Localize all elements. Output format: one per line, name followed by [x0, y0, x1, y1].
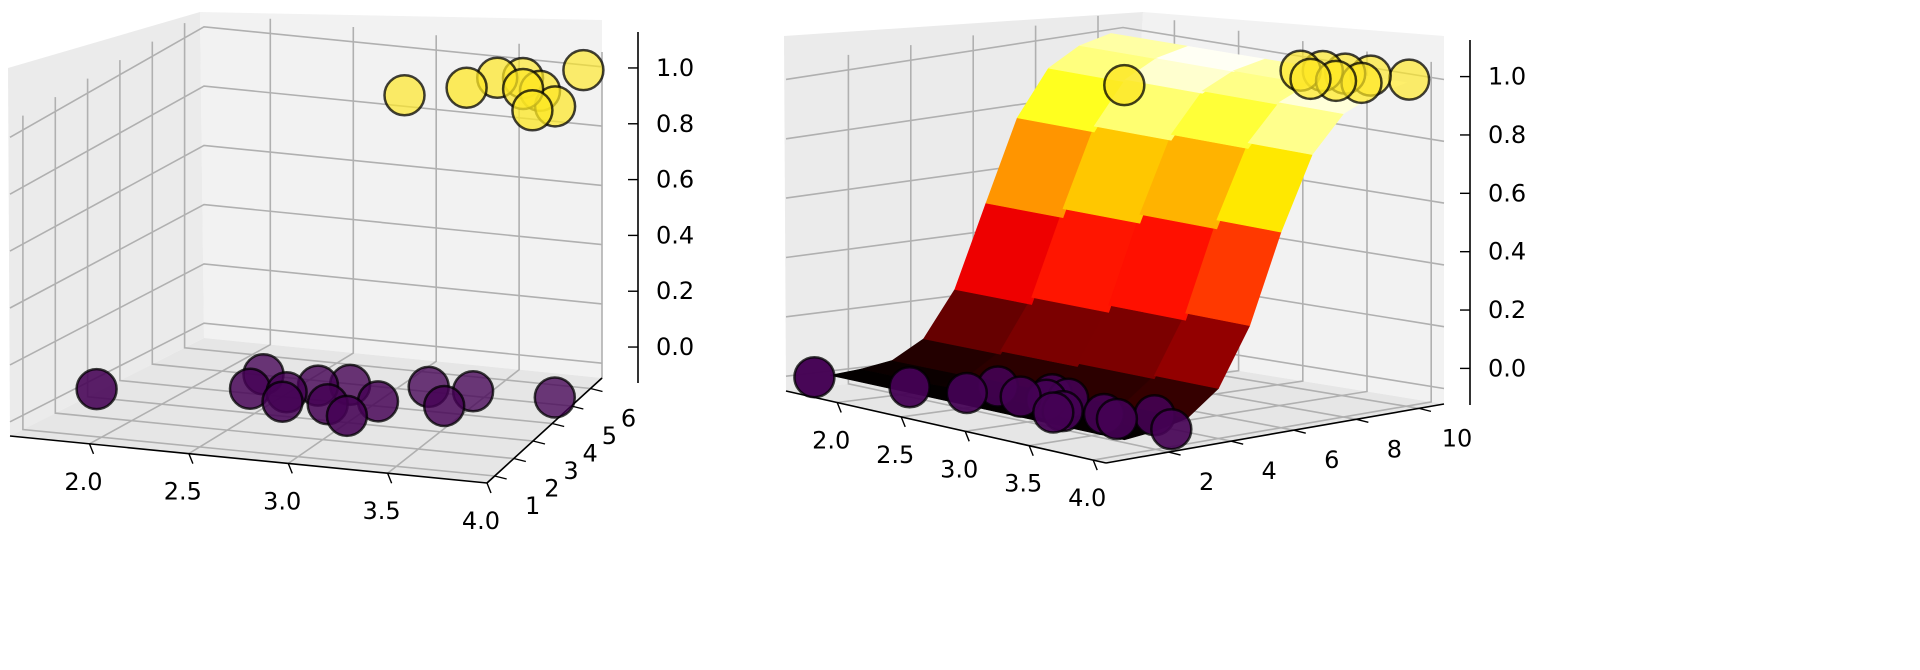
z-tick-label: 0.6 [1488, 179, 1526, 207]
z-grid-line [9, 85, 603, 195]
class-1-point [383, 74, 426, 117]
y-tick-label: 4 [583, 440, 598, 468]
x-grid-line [188, 27, 355, 455]
x-tick-label: 2.5 [876, 441, 914, 469]
class-0-point [1032, 391, 1075, 434]
z-grid-line [9, 25, 603, 138]
y-tick [1356, 418, 1369, 423]
y-axis-line [1105, 403, 1445, 464]
class-1-point [1103, 63, 1146, 107]
y-tick-label: 6 [621, 405, 636, 433]
y-grid-line [22, 115, 495, 477]
x-tick [900, 416, 906, 428]
z-tick-label: 0.4 [656, 221, 694, 249]
x-grid-line [89, 18, 272, 445]
class-1-point [511, 89, 554, 132]
y-axis-line [486, 377, 603, 484]
z-grid-line [9, 144, 603, 252]
z-tick-label: 0.2 [1488, 296, 1526, 324]
y-tick-label: 5 [602, 422, 617, 450]
z-grid-line [9, 263, 603, 366]
y-tick-label: 4 [1262, 457, 1277, 485]
side-pane [8, 12, 204, 436]
y-tick-label: 2 [544, 475, 559, 503]
x-tick [88, 443, 95, 455]
z-tick-label: 1.0 [1488, 63, 1526, 91]
y-tick-label: 2 [1199, 468, 1214, 496]
right-3d-surface-panel: 2.0 2.5 3.0 3.5 4.0 2 4 6 8 10 0.0 0.2 0.4 0.6 0.8 1.0 [784, 12, 1526, 512]
x-tick [188, 453, 194, 464]
y-tick [532, 440, 546, 445]
x-tick [1092, 459, 1098, 471]
z-tick-label: 0.6 [656, 166, 694, 194]
x-tick-label: 4.0 [462, 507, 500, 535]
class-1-point [1387, 58, 1431, 101]
class-0-point [325, 394, 369, 438]
x-grid-line [1093, 61, 1432, 461]
class-0-point [888, 366, 931, 409]
z-tick-label: 0.2 [656, 277, 694, 305]
x-tick-label: 4.0 [1068, 484, 1106, 512]
z-tick-label: 0.0 [656, 333, 694, 361]
class-0-point [261, 380, 304, 423]
y-tick [1168, 451, 1181, 456]
y-tick-label: 8 [1387, 435, 1402, 463]
class-0-point [793, 355, 836, 399]
z-tick-label: 0.4 [1488, 238, 1526, 266]
class-0-point [422, 384, 466, 428]
y-tick [1231, 440, 1244, 445]
y-tick-label: 1 [525, 492, 540, 520]
z-tick-label: 0.0 [1488, 354, 1526, 382]
x-grid-line [387, 43, 520, 474]
y-grid-line [54, 97, 514, 460]
class-1-point [1289, 57, 1332, 101]
y-tick [1418, 407, 1432, 413]
x-tick [964, 431, 970, 442]
class-0-point [1150, 407, 1193, 451]
class-1-point [562, 48, 605, 92]
x-tick-label: 3.5 [1004, 470, 1042, 498]
x-tick-label: 3.0 [940, 455, 978, 483]
y-tick [494, 475, 507, 480]
x-tick-label: 2.0 [64, 468, 102, 496]
x-tick [386, 472, 393, 484]
y-tick [590, 387, 603, 393]
y-grid-line [119, 60, 553, 425]
x-tick-label: 2.5 [164, 478, 202, 506]
z-tick-label: 0.8 [656, 110, 694, 138]
y-tick [513, 457, 527, 463]
y-grid-line [183, 23, 591, 390]
class-0-point [75, 367, 118, 411]
x-tick [287, 463, 293, 474]
x-axis-line [785, 390, 1107, 464]
x-tick-label: 3.0 [263, 487, 301, 515]
z-grid-line [9, 203, 603, 309]
x-tick [486, 482, 492, 494]
back-pane [200, 12, 602, 378]
x-tick-label: 3.5 [363, 497, 401, 525]
x-tick-label: 2.0 [812, 427, 850, 455]
y-tick-label: 10 [1442, 424, 1473, 452]
z-tick-label: 1.0 [656, 54, 694, 82]
class-1-point [445, 66, 488, 109]
class-0-point [533, 376, 577, 419]
class-0-point [1095, 397, 1139, 441]
y-tick-label: 6 [1324, 446, 1339, 474]
x-tick [836, 402, 842, 413]
z-tick-label: 0.8 [1488, 121, 1526, 149]
y-tick [1293, 429, 1306, 434]
y-tick-label: 3 [563, 457, 578, 485]
class-0-point [945, 371, 989, 415]
y-tick [551, 422, 565, 428]
z-grid-line [9, 322, 603, 423]
x-tick [1028, 445, 1034, 456]
